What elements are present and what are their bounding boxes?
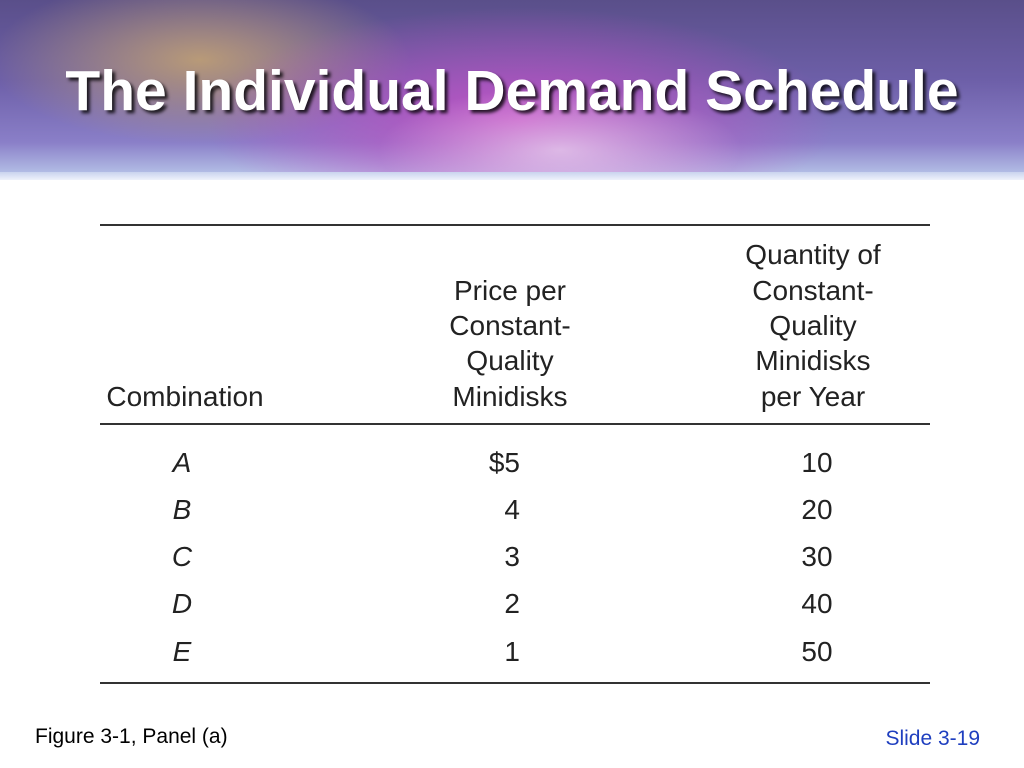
header-banner (0, 0, 1024, 178)
figure-caption: Figure 3-1, Panel (a) (35, 725, 228, 748)
column-header-line: Minidisks (452, 380, 568, 412)
slide-title: The Individual Demand Schedule (65, 59, 959, 123)
header-edge (0, 172, 1024, 180)
table-cell: 2 (504, 588, 520, 620)
table-cell: 1 (504, 635, 520, 667)
column-header-line: per Year (760, 380, 866, 412)
table-cell: 4 (504, 493, 520, 525)
table-cell: 30 (801, 541, 833, 572)
column-header-line: Price per (453, 274, 567, 306)
table-cell: 40 (801, 588, 833, 620)
table-cell: 20 (801, 493, 833, 525)
table-cell: D (171, 588, 193, 620)
column-header-line: Quality (466, 345, 554, 377)
table-cell: C (171, 541, 193, 572)
table-cell: A (172, 446, 192, 478)
table-top-rule (100, 224, 930, 226)
column-header-line: Quality (769, 309, 857, 341)
table-cell: 10 (801, 446, 833, 478)
table-header-rule (100, 423, 930, 425)
table-cell: B (172, 493, 192, 525)
table-cell: $5 (488, 446, 520, 478)
table-bottom-rule (100, 682, 930, 684)
column-header-line: Quantity of (745, 239, 881, 271)
slide-number: Slide 3-19 (885, 727, 980, 750)
column-header-line: Minidisks (755, 345, 871, 377)
table-cell: 3 (504, 541, 520, 572)
column-header-line: Combination (106, 380, 264, 412)
column-header-line: Constant- (449, 309, 571, 341)
column-header-line: Constant- (752, 274, 874, 306)
table-cell: 50 (801, 635, 833, 667)
table-cell: E (172, 635, 192, 667)
